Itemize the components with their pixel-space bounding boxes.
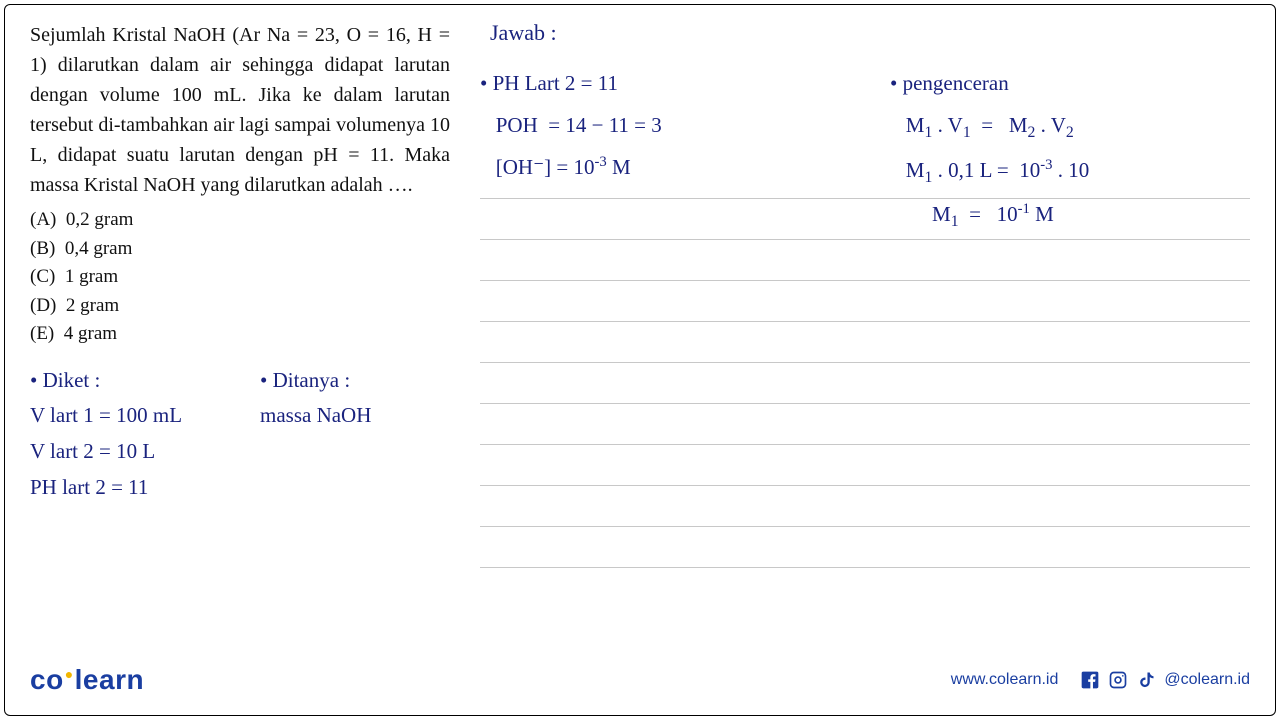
work-right: • pengenceran M1 . V1 = M2 . V2 M1 . 0,1… [890, 62, 1250, 238]
option-d: (D) 2 gram [30, 292, 450, 321]
logo-learn: learn [75, 664, 144, 695]
work-left: • PH Lart 2 = 11 POH = 14 − 11 = 3 [OH⁻]… [480, 62, 840, 238]
social-block: @colearn.id [1080, 670, 1250, 690]
footer-url: www.colearn.id [951, 671, 1059, 689]
question-text: Sejumlah Kristal NaOH (Ar Na = 23, O = 1… [30, 20, 450, 200]
option-e: (E) 4 gram [30, 320, 450, 349]
massa-naoh: massa NaOH [260, 398, 371, 434]
footer: co●learn www.colearn.id @colearn.id [30, 660, 1250, 700]
option-c: (C) 1 gram [30, 263, 450, 292]
left-column: Sejumlah Kristal NaOH (Ar Na = 23, O = 1… [30, 20, 450, 640]
answer-options: (A) 0,2 gram (B) 0,4 gram (C) 1 gram (D)… [30, 206, 450, 349]
work-r2: M1 . V1 = M2 . V2 [890, 104, 1250, 149]
option-b: (B) 0,4 gram [30, 235, 450, 264]
logo-co: co [30, 664, 64, 695]
work-r3: M1 . 0,1 L = 10-3 . 10 [890, 149, 1250, 194]
vlart1: V lart 1 = 100 mL [30, 398, 220, 434]
ditanya-label: • Ditanya : [260, 363, 350, 399]
option-a: (A) 0,2 gram [30, 206, 450, 235]
work-l3: [OH⁻] = 10-3 M [480, 146, 840, 188]
brand-logo: co●learn [30, 664, 144, 696]
work-area: • PH Lart 2 = 11 POH = 14 − 11 = 3 [OH⁻]… [480, 62, 1250, 238]
tiktok-icon [1136, 670, 1156, 690]
vlart2: V lart 2 = 10 L [30, 434, 450, 470]
work-l1: • PH Lart 2 = 11 [480, 62, 840, 104]
phlart2-given: PH lart 2 = 11 [30, 470, 450, 506]
work-l2: POH = 14 − 11 = 3 [480, 104, 840, 146]
jawab-label: Jawab : [490, 20, 1250, 46]
right-column: Jawab : • PH Lart 2 = 11 POH = 14 − 11 =… [480, 20, 1250, 640]
page-content: Sejumlah Kristal NaOH (Ar Na = 23, O = 1… [0, 0, 1280, 640]
instagram-icon [1108, 670, 1128, 690]
logo-dot-icon: ● [65, 666, 74, 682]
facebook-icon [1080, 670, 1100, 690]
work-r4: M1 = 10-1 M [890, 193, 1250, 238]
footer-handle: @colearn.id [1164, 671, 1250, 689]
diket-label: • Diket : [30, 363, 220, 399]
given-block: • Diket : • Ditanya : V lart 1 = 100 mL … [30, 363, 450, 506]
footer-right: www.colearn.id @colearn.id [951, 670, 1250, 690]
work-r1: • pengenceran [890, 62, 1250, 104]
